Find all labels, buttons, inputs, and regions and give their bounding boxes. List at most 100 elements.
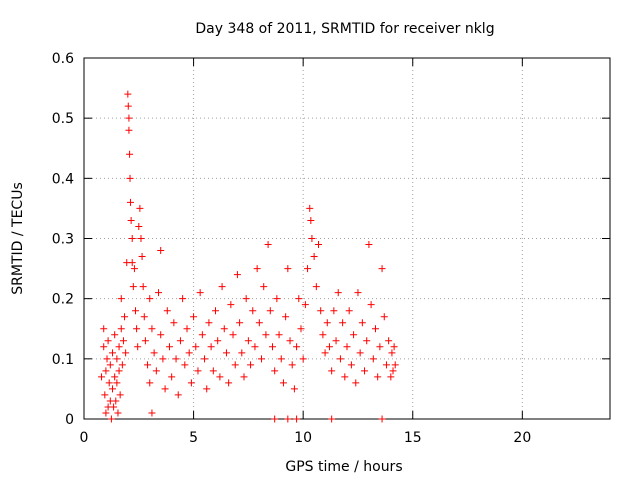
data-point (101, 391, 109, 399)
data-point (148, 325, 156, 333)
data-point (231, 361, 239, 369)
data-point (378, 415, 386, 423)
data-point (172, 355, 180, 363)
data-point (262, 331, 270, 339)
data-point (293, 415, 301, 423)
data-point (209, 367, 217, 375)
data-point (100, 343, 108, 351)
data-point (100, 325, 108, 333)
y-tick-label: 0.6 (52, 51, 74, 67)
data-point (207, 343, 215, 351)
data-point (371, 325, 379, 333)
data-point (198, 331, 206, 339)
data-point (113, 379, 121, 387)
data-point (139, 283, 147, 291)
x-tick-label: 5 (189, 430, 198, 446)
data-point (271, 367, 279, 375)
data-point (110, 403, 118, 411)
x-tick-label: 15 (404, 430, 422, 446)
data-point (148, 409, 156, 417)
data-point (339, 319, 347, 327)
data-point (174, 391, 182, 399)
data-point (133, 325, 141, 333)
data-point (290, 385, 298, 393)
data-point (118, 361, 126, 369)
data-point (128, 259, 136, 267)
data-point (179, 295, 187, 303)
data-point (222, 349, 230, 357)
data-point (170, 319, 178, 327)
data-point (367, 301, 375, 309)
data-point (323, 319, 331, 327)
data-point (185, 349, 193, 357)
data-point (126, 198, 134, 206)
data-point (352, 379, 360, 387)
data-point (332, 337, 340, 345)
data-point (134, 343, 142, 351)
data-point (141, 337, 149, 345)
data-point (140, 313, 148, 321)
data-point (341, 373, 349, 381)
data-point (345, 307, 353, 315)
data-point (347, 361, 355, 369)
data-point (146, 379, 154, 387)
data-point (334, 289, 342, 297)
data-point (190, 313, 198, 321)
data-point (144, 361, 152, 369)
data-point (330, 307, 338, 315)
data-point (317, 307, 325, 315)
data-point (163, 307, 171, 315)
data-point (389, 367, 397, 375)
data-point (284, 415, 292, 423)
data-point (249, 307, 257, 315)
data-point (146, 295, 154, 303)
data-point (288, 361, 296, 369)
data-point (343, 343, 351, 351)
data-point (115, 367, 123, 375)
data-point (116, 391, 124, 399)
data-point (295, 295, 303, 303)
data-point (126, 174, 134, 182)
data-point (108, 385, 116, 393)
data-point (102, 409, 110, 417)
data-point (365, 241, 373, 249)
data-point (115, 343, 123, 351)
data-point (251, 343, 259, 351)
data-point (127, 216, 135, 224)
data-point (325, 343, 333, 351)
x-axis-label: GPS time / hours (285, 459, 402, 475)
data-point (183, 325, 191, 333)
data-point (111, 331, 119, 339)
data-point (328, 415, 336, 423)
data-point (124, 102, 132, 110)
data-point (293, 343, 301, 351)
data-point (137, 235, 145, 242)
y-tick-label: 0 (65, 412, 74, 428)
data-point (157, 247, 165, 255)
data-point (258, 355, 266, 363)
data-point (192, 343, 200, 351)
data-point (374, 373, 382, 381)
x-tick-label: 0 (80, 430, 89, 446)
data-point (304, 265, 312, 273)
data-point (194, 367, 202, 375)
data-point (196, 289, 204, 297)
x-tick-label: 20 (513, 430, 531, 446)
data-point (111, 373, 119, 381)
data-point (297, 325, 305, 333)
data-point (376, 343, 384, 351)
data-point (102, 367, 110, 375)
data-point (104, 337, 112, 345)
data-point (214, 337, 222, 345)
data-point (301, 301, 309, 309)
data-point (152, 367, 160, 375)
data-point (126, 150, 134, 158)
data-point (168, 373, 176, 381)
data-point (273, 295, 281, 303)
data-point (119, 337, 127, 345)
data-point (385, 337, 393, 345)
data-point (388, 349, 396, 357)
data-point (112, 397, 120, 405)
data-point (369, 355, 377, 363)
data-point (286, 337, 294, 345)
